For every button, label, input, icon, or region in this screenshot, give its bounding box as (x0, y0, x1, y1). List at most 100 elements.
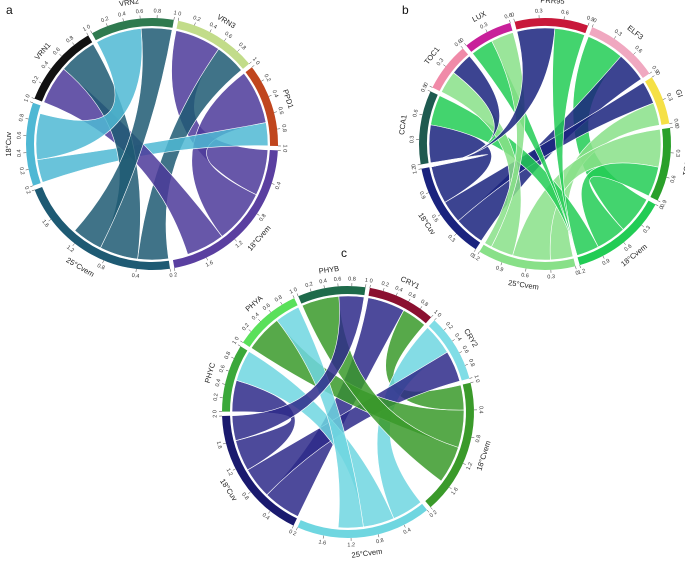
tick-mark (72, 42, 75, 46)
tick-mark (177, 17, 180, 21)
tick-mark (427, 89, 431, 92)
segment-label: 25°Cvem (508, 278, 540, 292)
tick-mark (38, 81, 42, 84)
tick-mark (470, 381, 474, 383)
tick-mark (248, 61, 252, 64)
segment-arc (577, 200, 656, 266)
tick-mark (268, 309, 271, 313)
segment-arc (368, 287, 432, 324)
tick-label: 0.3 (479, 22, 489, 31)
tick-mark (464, 43, 467, 46)
tick-mark (90, 30, 93, 34)
tick-label: 0 (459, 37, 465, 44)
tick-label: 1 (432, 309, 438, 316)
tick-label: 0.6 (454, 39, 464, 49)
tick-label: 0 (254, 60, 261, 66)
tick-label: 0.6 (624, 243, 634, 252)
tick-mark (623, 242, 626, 245)
tick-label: 0.4 (215, 378, 223, 387)
segment-vrn2: 0 0.2 0.4 0.6 0.8 1 VRN2 (86, 0, 177, 41)
tick-label: 0.6 (521, 272, 529, 279)
ribbon-phyb-18cuv (231, 295, 365, 442)
tick-label: 0.9 (660, 199, 669, 209)
tick-mark (273, 111, 277, 113)
tick-label: 0.3 (665, 93, 673, 102)
segment-arc (34, 35, 93, 102)
segment-cca1: 0 0.3 0.6 0.9 CCA1 (397, 84, 438, 168)
tick-label: 1 (232, 340, 239, 346)
tick-mark (48, 67, 51, 70)
ribbon-prr95-18cvem (552, 28, 586, 256)
tick-mark (122, 18, 124, 22)
tick-label: 0.3 (436, 58, 445, 68)
tick-mark (641, 224, 644, 228)
tick-mark (408, 298, 411, 302)
segment-label: PHYA (244, 294, 265, 314)
tick-label: 0.8 (224, 351, 233, 360)
segment-gi: 0 0.3 0.6 GI (645, 71, 685, 127)
tick-mark (471, 437, 475, 439)
tick-label: 0.8 (153, 8, 161, 14)
tick-label: 0.8 (237, 42, 247, 52)
tick-mark (443, 64, 446, 67)
tick-label: 0 (281, 149, 287, 152)
tick-label: 0.4 (275, 181, 283, 190)
segment-label: PHYB (318, 264, 339, 276)
tick-label: 0 (659, 205, 666, 211)
segment-arc (176, 20, 250, 69)
tick-label: 0.2 (31, 75, 40, 85)
tick-label: 1.6 (40, 219, 49, 229)
segment-prr95: 0 0.3 0.6 0.9 PRR95 (511, 0, 595, 34)
tick-mark (396, 292, 398, 296)
tick-mark (261, 79, 264, 82)
ribbon-co1-18cvem (581, 162, 660, 248)
tick-mark (464, 364, 468, 366)
ribbon-vrn3-25cvem (137, 48, 242, 261)
tick-label: 0.4 (319, 278, 328, 285)
tick-mark (232, 468, 236, 471)
tick-label: 0 (25, 94, 32, 99)
tick-label: 2 (174, 272, 178, 278)
tick-mark (268, 95, 272, 97)
tick-mark (403, 524, 406, 528)
tick-label: 1 (282, 144, 288, 147)
segment-arc (428, 320, 470, 381)
tick-label: 0 (429, 513, 435, 520)
tick-label: 1.6 (215, 441, 223, 450)
tick-mark (72, 243, 75, 246)
tick-label: 0.6 (461, 345, 470, 355)
tick-label: 0 (575, 270, 579, 277)
tick-label: 0 (212, 410, 218, 413)
tick-label: 0.4 (118, 11, 127, 19)
tick-label: 0.4 (271, 89, 279, 98)
tick-mark (310, 288, 312, 292)
segment-label: VRN1 (33, 41, 53, 62)
tick-label: 0.3 (674, 149, 681, 157)
segment-label: ELF3 (626, 23, 646, 41)
tick-mark (633, 52, 636, 55)
tick-mark (174, 267, 176, 271)
tick-label: 0 (592, 18, 597, 25)
tick-label: 1.2 (225, 468, 234, 478)
tick-label: 0.9 (420, 84, 429, 93)
tick-label: 1.2 (471, 253, 481, 262)
tick-mark (579, 265, 581, 269)
segment-arc (421, 167, 481, 250)
tick-label: 0.8 (475, 434, 482, 443)
tick-mark (575, 266, 577, 270)
tick-label: 0.2 (100, 16, 109, 24)
tick-mark (48, 219, 52, 222)
tick-label: 0.6 (16, 131, 22, 139)
tick-label: 1 (23, 98, 30, 103)
tick-label: 0.3 (535, 8, 543, 14)
ribbon-phya-25cvem (276, 306, 364, 529)
tick-label: 0.8 (18, 113, 25, 122)
segment-label: 18°Cvem (619, 242, 649, 268)
tick-label: 0.9 (495, 265, 504, 273)
tick-mark (657, 200, 661, 203)
tick-label: 0.2 (192, 15, 201, 23)
tick-label: 0.6 (504, 13, 513, 21)
tick-mark (651, 75, 655, 78)
